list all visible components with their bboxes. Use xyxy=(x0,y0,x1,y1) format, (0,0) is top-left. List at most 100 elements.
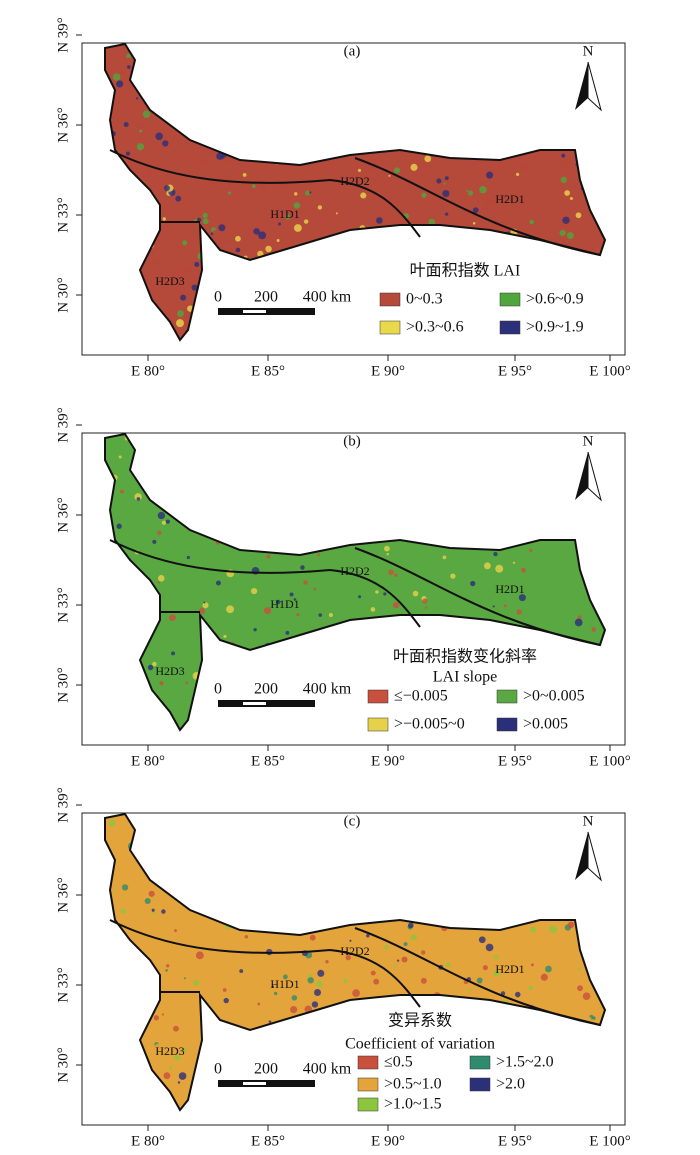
pattern-dot xyxy=(577,985,583,992)
pattern-dot xyxy=(363,56,369,62)
pattern-dot xyxy=(428,310,432,314)
pattern-dot xyxy=(186,555,190,560)
pattern-dot xyxy=(125,246,130,252)
pattern-dot xyxy=(419,52,424,57)
pattern-dot xyxy=(530,963,534,967)
pattern-dot xyxy=(239,145,244,150)
pattern-dot xyxy=(472,207,479,213)
pattern-dot xyxy=(98,514,103,519)
zone-boundary xyxy=(109,149,421,238)
pattern-dot xyxy=(596,646,603,653)
pattern-dot xyxy=(481,73,489,81)
pattern-dot xyxy=(268,836,274,843)
pattern-dot xyxy=(540,247,544,251)
pattern-dot xyxy=(473,885,482,894)
pattern-dot xyxy=(140,851,147,857)
pattern-dot xyxy=(227,191,232,195)
pattern-dot xyxy=(411,978,417,984)
pattern-dot xyxy=(591,627,597,632)
pattern-dot xyxy=(202,602,209,609)
pattern-dot xyxy=(578,928,586,936)
pattern-dot xyxy=(268,90,274,96)
pattern-dot xyxy=(323,886,327,890)
pattern-dot xyxy=(352,1098,358,1104)
pattern-dot xyxy=(332,583,340,591)
pattern-dot xyxy=(325,534,328,537)
pattern-dot xyxy=(118,1013,122,1018)
pattern-dot xyxy=(424,606,428,609)
pattern-dot xyxy=(226,605,234,614)
lon-label: E 90° xyxy=(371,753,405,769)
region-label: H2D2 xyxy=(340,944,369,958)
zone-boundary xyxy=(354,927,601,1026)
pattern-dot xyxy=(413,309,422,318)
pattern-dot xyxy=(326,640,330,644)
pattern-dot xyxy=(293,598,297,601)
pattern-dot xyxy=(154,948,158,952)
pattern-dot xyxy=(602,967,605,973)
pattern-dot xyxy=(417,71,421,75)
study-area xyxy=(105,434,605,730)
pattern-dot xyxy=(296,613,300,617)
pattern-dot xyxy=(276,238,280,242)
pattern-dot xyxy=(370,970,376,976)
pattern-dot xyxy=(309,435,312,438)
pattern-dot xyxy=(473,881,482,889)
pattern-dot xyxy=(227,238,233,244)
pattern-dot xyxy=(293,281,300,287)
pattern-dot xyxy=(439,824,448,833)
pattern-dot xyxy=(398,81,407,90)
pattern-dot xyxy=(473,327,480,334)
pattern-dot xyxy=(566,1046,573,1053)
pattern-dot xyxy=(455,477,459,481)
pattern-dot xyxy=(476,292,481,297)
pattern-dot xyxy=(290,468,296,474)
map-frame xyxy=(81,42,626,356)
pattern-dot xyxy=(518,815,527,824)
pattern-dot xyxy=(193,979,200,986)
pattern-dot xyxy=(596,60,604,68)
pattern-dot xyxy=(293,202,301,209)
pattern-dot xyxy=(453,1002,461,1010)
pattern-dot xyxy=(182,240,188,246)
pattern-dot xyxy=(238,45,243,49)
pattern-dot xyxy=(590,306,598,314)
pattern-dot xyxy=(494,842,497,846)
pattern-dot xyxy=(161,111,169,119)
pattern-dot xyxy=(243,814,249,820)
zone-boundary xyxy=(109,539,421,628)
pattern-dot xyxy=(498,676,502,679)
pattern-dot xyxy=(265,526,274,535)
map-panel: N 39° N 36° N 33° N 30° E 80° E 85° E 90° E 95°… xyxy=(55,787,630,1149)
pattern-dot xyxy=(152,972,158,977)
pattern-dot xyxy=(276,1100,284,1109)
pattern-dot xyxy=(567,921,575,929)
pattern-dot xyxy=(106,209,111,213)
pattern-dot xyxy=(456,1068,465,1077)
pattern-dot xyxy=(310,115,318,122)
pattern-dot xyxy=(99,1063,105,1069)
pattern-dot xyxy=(422,480,429,487)
pattern-dot xyxy=(216,152,224,160)
lon-label: E 85° xyxy=(251,1133,285,1149)
pattern-dot xyxy=(198,44,202,48)
pattern-dot xyxy=(154,332,163,340)
pattern-dot xyxy=(464,92,469,96)
pattern-dot xyxy=(120,272,125,277)
pattern-dot xyxy=(410,934,417,941)
pattern-dot xyxy=(542,612,550,620)
pattern-dot xyxy=(542,1023,551,1032)
pattern-dot xyxy=(209,80,214,85)
pattern-dot xyxy=(159,680,164,686)
pattern-dot xyxy=(404,435,412,443)
pattern-dot xyxy=(219,908,227,916)
pattern-dot xyxy=(581,534,588,541)
pattern-dot xyxy=(557,893,561,897)
pattern-dot xyxy=(477,868,484,876)
pattern-dot xyxy=(580,723,583,726)
pattern-dot xyxy=(141,445,146,450)
pattern-dot xyxy=(459,841,467,849)
pattern-dot xyxy=(544,1015,549,1019)
pattern-dot xyxy=(529,219,534,225)
pattern-dot xyxy=(545,59,550,64)
